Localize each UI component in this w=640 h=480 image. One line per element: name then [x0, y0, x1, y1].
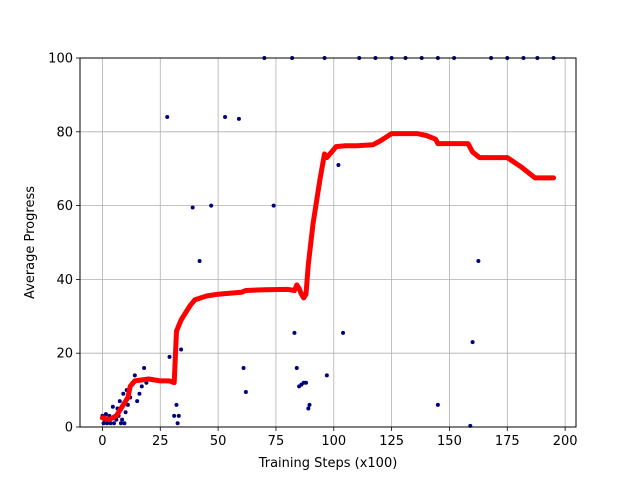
y-tick-label: 80: [56, 125, 73, 140]
y-tick-label: 100: [48, 52, 73, 67]
scatter-point: [190, 205, 195, 210]
scatter-point: [117, 399, 122, 404]
scatter-point: [167, 354, 172, 359]
scatter-point: [197, 258, 202, 263]
y-tick-label: 40: [56, 273, 73, 288]
scatter-point: [137, 391, 142, 396]
scatter-point: [179, 347, 184, 352]
grid-lines: [80, 57, 576, 428]
scatter-point: [176, 413, 181, 418]
scatter-point: [101, 421, 106, 426]
x-axis-label: Training Steps (x100): [258, 456, 398, 471]
x-tick-label: 175: [495, 434, 520, 449]
y-tick-label: 0: [65, 421, 73, 436]
x-tick-label: 50: [210, 434, 227, 449]
scatter-point: [132, 373, 137, 378]
scatter-point: [435, 402, 440, 407]
scatter-point: [112, 421, 117, 426]
scatter-point: [174, 402, 179, 407]
scatter-point: [135, 399, 140, 404]
scatter-point: [103, 412, 108, 417]
x-tick-label: 200: [553, 434, 578, 449]
plot-frame: [79, 57, 577, 428]
scatter-point: [122, 421, 127, 426]
y-axis-ticks: 0 20 40 60 80 100: [48, 52, 80, 436]
scatter-point: [209, 203, 214, 208]
scatter-point: [470, 340, 475, 345]
scatter-point: [341, 330, 346, 335]
y-tick-label: 60: [56, 199, 73, 214]
scatter-point: [105, 421, 110, 426]
scatter-series: [100, 56, 556, 428]
scatter-point: [123, 410, 128, 415]
scatter-point: [306, 406, 311, 411]
scatter-point: [304, 380, 309, 385]
scatter-point: [165, 115, 170, 120]
scatter-point: [110, 404, 115, 409]
scatter-point: [121, 391, 126, 396]
scatter-point: [236, 116, 241, 121]
scatter-point: [294, 365, 299, 370]
moving-average-line: [99, 131, 557, 423]
scatter-point: [223, 115, 228, 120]
x-tick-label: 125: [379, 434, 404, 449]
scatter-point: [142, 365, 147, 370]
x-axis-ticks: 0 25 50 75 100 125 150 175 200: [98, 427, 578, 449]
line-series: [99, 131, 557, 423]
scatter-point: [307, 402, 312, 407]
scatter-point: [241, 365, 246, 370]
x-tick-label: 150: [437, 434, 462, 449]
x-tick-label: 100: [321, 434, 346, 449]
scatter-point: [476, 258, 481, 263]
scatter-point: [324, 373, 329, 378]
scatter-point: [139, 384, 144, 389]
y-axis-label: Average Progress: [23, 186, 38, 299]
x-tick-label: 0: [98, 434, 106, 449]
scatter-point: [120, 417, 125, 422]
x-tick-label: 75: [268, 434, 285, 449]
scatter-point: [118, 421, 123, 426]
scatter-point: [336, 163, 341, 168]
scatter-point: [292, 330, 297, 335]
scatter-point: [172, 413, 177, 418]
y-tick-label: 20: [56, 347, 73, 362]
scatter-point: [243, 389, 248, 394]
scatter-point: [271, 203, 276, 208]
x-tick-label: 25: [152, 434, 169, 449]
scatter-point: [175, 421, 180, 426]
scatter-point: [108, 421, 113, 426]
